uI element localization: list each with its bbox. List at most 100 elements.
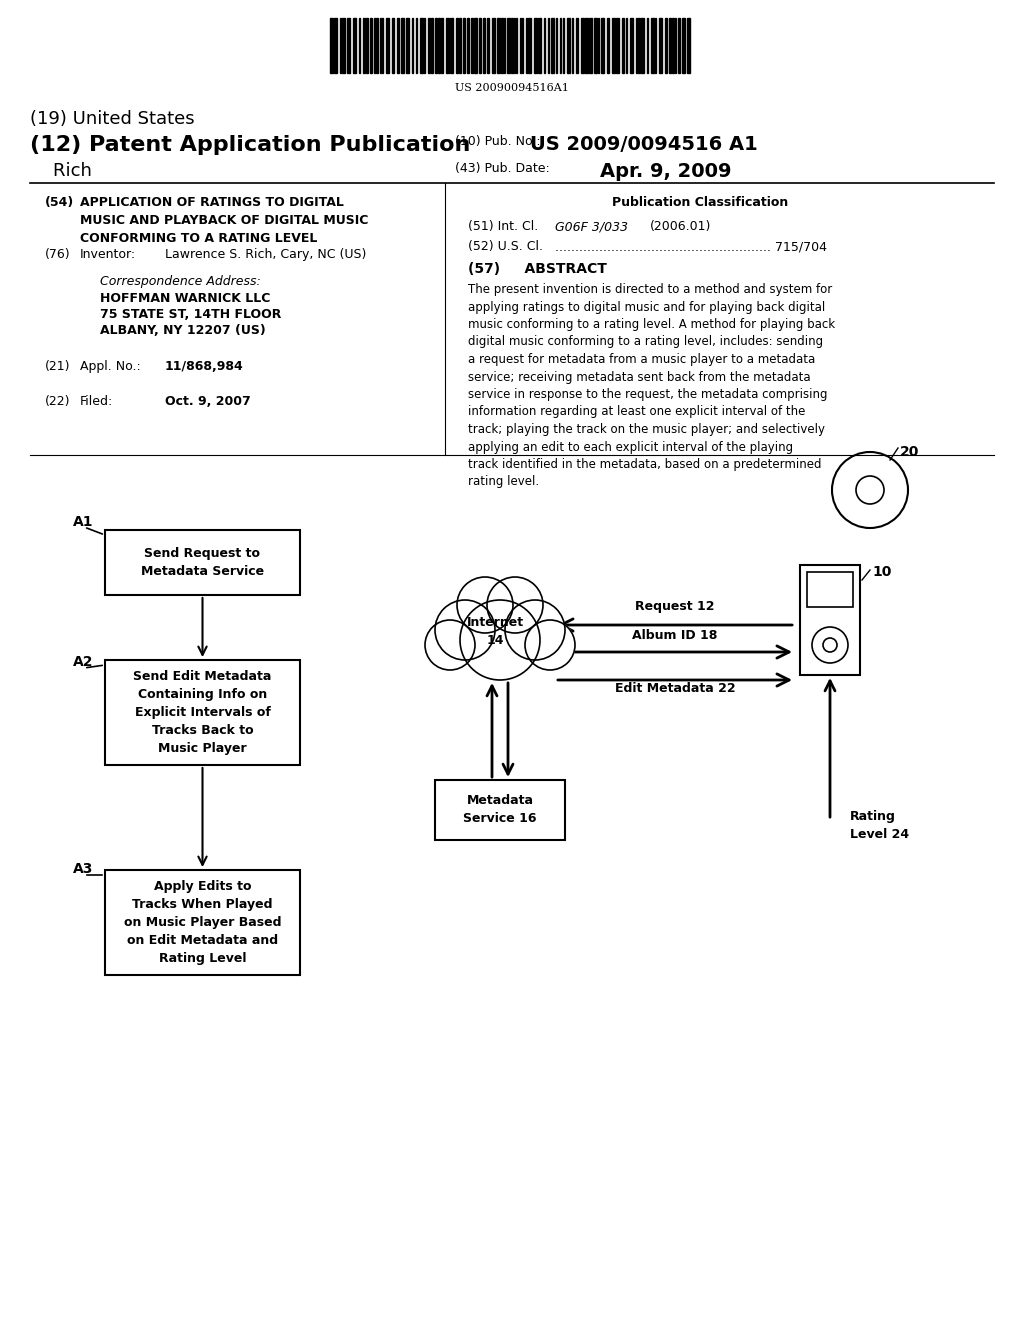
Bar xyxy=(471,18,473,73)
Bar xyxy=(665,18,667,73)
Bar xyxy=(474,18,477,73)
Text: Rich: Rich xyxy=(30,162,92,180)
Text: Appl. No.:: Appl. No.: xyxy=(80,360,140,374)
Bar xyxy=(392,18,394,73)
Bar xyxy=(428,18,430,73)
Bar xyxy=(507,18,510,73)
Bar xyxy=(501,18,503,73)
Bar xyxy=(406,18,409,73)
Text: (2006.01): (2006.01) xyxy=(650,220,712,234)
Text: (10) Pub. No.:: (10) Pub. No.: xyxy=(455,135,541,148)
Bar xyxy=(456,18,458,73)
Bar xyxy=(105,870,300,975)
Text: 20: 20 xyxy=(900,445,920,459)
Bar xyxy=(459,18,461,73)
Bar xyxy=(497,18,500,73)
Bar xyxy=(370,18,372,73)
Bar xyxy=(347,18,350,73)
Text: Oct. 9, 2007: Oct. 9, 2007 xyxy=(165,395,251,408)
Bar xyxy=(420,18,423,73)
Bar xyxy=(397,18,399,73)
Text: Inventor:: Inventor: xyxy=(80,248,136,261)
Bar xyxy=(362,18,365,73)
Text: HOFFMAN WARNICK LLC: HOFFMAN WARNICK LLC xyxy=(100,292,270,305)
Text: (52) U.S. Cl.: (52) U.S. Cl. xyxy=(468,240,543,253)
Text: (57)     ABSTRACT: (57) ABSTRACT xyxy=(468,261,607,276)
Circle shape xyxy=(525,620,575,671)
Text: ALBANY, NY 12207 (US): ALBANY, NY 12207 (US) xyxy=(100,323,266,337)
Text: Correspondence Address:: Correspondence Address: xyxy=(100,275,261,288)
Bar xyxy=(479,18,481,73)
Text: (12) Patent Application Publication: (12) Patent Application Publication xyxy=(30,135,470,154)
Text: Apr. 9, 2009: Apr. 9, 2009 xyxy=(600,162,731,181)
Bar xyxy=(431,18,433,73)
Circle shape xyxy=(487,577,543,634)
Bar xyxy=(438,18,440,73)
Bar xyxy=(441,18,443,73)
Bar xyxy=(687,18,690,73)
Bar xyxy=(616,18,618,73)
Bar xyxy=(800,565,860,675)
Bar xyxy=(641,18,644,73)
Text: A2: A2 xyxy=(73,655,93,669)
Bar xyxy=(105,660,300,766)
Text: Metadata
Service 16: Metadata Service 16 xyxy=(463,795,537,825)
Bar xyxy=(575,18,578,73)
Text: A1: A1 xyxy=(73,515,93,529)
Text: The present invention is directed to a method and system for
applying ratings to: The present invention is directed to a m… xyxy=(468,282,836,488)
Text: US 2009/0094516 A1: US 2009/0094516 A1 xyxy=(530,135,758,154)
Bar xyxy=(607,18,609,73)
Bar xyxy=(622,18,624,73)
Bar xyxy=(659,18,662,73)
Text: ...................................................... 715/704: ........................................… xyxy=(555,240,827,253)
Text: Lawrence S. Rich, Cary, NC (US): Lawrence S. Rich, Cary, NC (US) xyxy=(165,248,367,261)
Text: (76): (76) xyxy=(45,248,71,261)
Text: Send Request to
Metadata Service: Send Request to Metadata Service xyxy=(141,546,264,578)
Bar xyxy=(366,18,368,73)
Bar xyxy=(601,18,604,73)
Text: Request 12: Request 12 xyxy=(635,601,715,612)
Text: Internet
14: Internet 14 xyxy=(467,616,523,648)
Bar xyxy=(672,18,674,73)
Text: (19) United States: (19) United States xyxy=(30,110,195,128)
Bar xyxy=(386,18,389,73)
Bar xyxy=(630,18,633,73)
Bar xyxy=(612,18,615,73)
Bar xyxy=(401,18,404,73)
Bar xyxy=(594,18,597,73)
Bar xyxy=(585,18,588,73)
Text: Edit Metadata 22: Edit Metadata 22 xyxy=(614,682,735,696)
Text: (54): (54) xyxy=(45,195,75,209)
Circle shape xyxy=(435,601,495,660)
Bar xyxy=(446,18,449,73)
Text: Rating
Level 24: Rating Level 24 xyxy=(850,810,909,841)
Bar xyxy=(334,18,337,73)
Text: G06F 3/033: G06F 3/033 xyxy=(555,220,628,234)
Bar xyxy=(353,18,356,73)
Text: Apply Edits to
Tracks When Played
on Music Player Based
on Edit Metadata and
Rat: Apply Edits to Tracks When Played on Mus… xyxy=(124,880,282,965)
Bar xyxy=(487,18,489,73)
Bar xyxy=(589,18,592,73)
Bar xyxy=(534,18,537,73)
Text: Filed:: Filed: xyxy=(80,395,114,408)
Bar xyxy=(463,18,465,73)
Bar xyxy=(435,780,565,840)
Text: US 20090094516A1: US 20090094516A1 xyxy=(455,83,569,92)
Bar xyxy=(342,18,345,73)
Bar xyxy=(567,18,570,73)
Circle shape xyxy=(460,601,540,680)
Text: Publication Classification: Publication Classification xyxy=(612,195,788,209)
Bar xyxy=(467,18,469,73)
Text: (22): (22) xyxy=(45,395,71,408)
Bar xyxy=(807,572,853,607)
Text: 75 STATE ST, 14TH FLOOR: 75 STATE ST, 14TH FLOOR xyxy=(100,308,282,321)
Bar xyxy=(651,18,654,73)
Bar xyxy=(511,18,513,73)
Bar xyxy=(330,18,333,73)
Bar xyxy=(435,18,437,73)
Text: A3: A3 xyxy=(73,862,93,876)
Bar xyxy=(492,18,495,73)
Bar xyxy=(638,18,640,73)
Text: (51) Int. Cl.: (51) Int. Cl. xyxy=(468,220,539,234)
Bar xyxy=(483,18,485,73)
